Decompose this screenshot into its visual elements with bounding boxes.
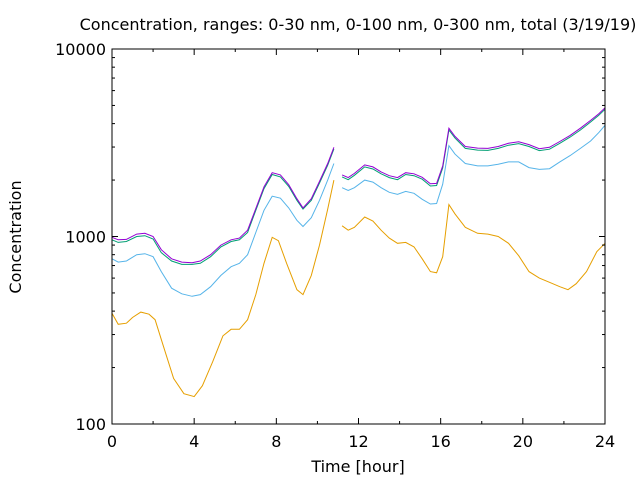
series-3-line-segment-1	[341, 107, 606, 185]
x-tick-label: 24	[595, 432, 615, 451]
y-tick-label: 10000	[55, 40, 106, 59]
series-0-line-segment-1	[341, 203, 606, 291]
x-tick-label: 20	[513, 432, 533, 451]
x-tick-label: 16	[430, 432, 450, 451]
series-2-line-segment-0	[111, 148, 335, 265]
series-0-line-segment-0	[111, 179, 335, 398]
x-tick-label: 8	[271, 432, 281, 451]
y-tick-label: 100	[75, 415, 106, 434]
chart-title: Concentration, ranges: 0-30 nm, 0-100 nm…	[80, 15, 637, 34]
series-1-line-segment-1	[341, 124, 606, 205]
series-2-line-segment-1	[341, 108, 606, 187]
y-axis-label: Concentration	[6, 180, 25, 293]
series-layer	[111, 107, 606, 398]
series-3-line-segment-0	[111, 147, 335, 264]
plot-frame	[111, 48, 606, 425]
y-tick-label: 1000	[65, 228, 106, 247]
x-tick-label: 0	[107, 432, 117, 451]
x-tick-label: 12	[348, 432, 368, 451]
x-tick-label: 4	[189, 432, 199, 451]
x-axis-label: Time [hour]	[310, 457, 404, 476]
axis-ticks: 0 4 8 12 16 20 24 100 1000 10000	[55, 40, 615, 451]
series-1-line-segment-0	[111, 163, 335, 297]
